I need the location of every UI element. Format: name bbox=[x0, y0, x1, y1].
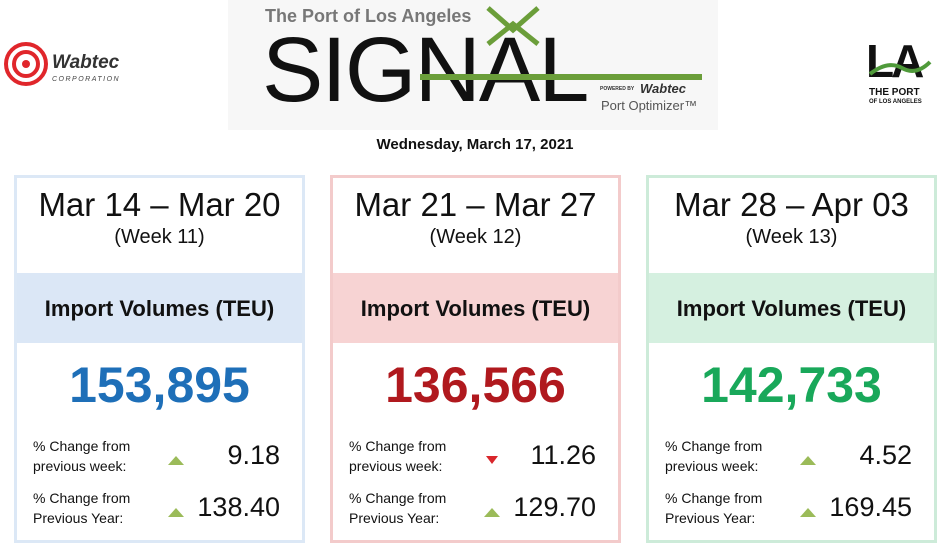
change-label-line2: previous week: bbox=[33, 458, 127, 474]
metric-value: 136,566 bbox=[385, 357, 566, 413]
change-label: % Change from previous week: bbox=[33, 436, 130, 476]
signal-decoration bbox=[420, 6, 702, 80]
change-label-line1: % Change from bbox=[665, 490, 763, 506]
change-label-line2: previous week: bbox=[665, 458, 759, 474]
arrow-shape bbox=[168, 508, 184, 517]
week-number: (Week 13) bbox=[745, 226, 838, 248]
arrow-shape bbox=[168, 456, 184, 465]
metric-band bbox=[649, 273, 934, 343]
wabtec-icon bbox=[4, 42, 48, 86]
metric-value: 153,895 bbox=[69, 357, 250, 413]
la-wave bbox=[868, 60, 932, 76]
powered-by: POWERED BY bbox=[600, 86, 635, 92]
change-arrow bbox=[800, 456, 816, 465]
change-label-line1: % Change from bbox=[665, 438, 763, 454]
change-value: 169.45 bbox=[829, 492, 912, 522]
week-number: (Week 12) bbox=[429, 226, 522, 248]
week-number: (Week 11) bbox=[114, 226, 205, 248]
product: Port Optimizer™ bbox=[601, 98, 698, 113]
change-arrow bbox=[168, 508, 184, 517]
arrow-shape bbox=[800, 456, 816, 465]
brand: Wabtec bbox=[640, 81, 686, 96]
change-label: % Change from previous week: bbox=[349, 436, 446, 476]
la-mark: LA bbox=[866, 35, 924, 87]
change-arrow bbox=[168, 456, 184, 465]
arrow-shape bbox=[484, 508, 500, 517]
signal-logo-bg bbox=[228, 0, 718, 130]
change-arrow bbox=[486, 456, 498, 464]
change-label-line2: Previous Year: bbox=[33, 510, 124, 526]
week-card: Mar 21 – Mar 27 (Week 12) Import Volumes (… bbox=[330, 175, 621, 543]
change-label-line1: % Change from bbox=[349, 438, 447, 454]
la-line2: OF LOS ANGELES bbox=[869, 99, 922, 105]
week-range: Mar 21 – Mar 27 bbox=[354, 186, 597, 223]
week-range: Mar 28 – Apr 03 bbox=[674, 186, 909, 223]
change-label-line1: % Change from bbox=[33, 490, 131, 506]
change-label-line2: Previous Year: bbox=[665, 510, 756, 526]
wabtec-name: Wabtec bbox=[52, 52, 120, 73]
metric-label: Import Volumes (TEU) bbox=[44, 296, 275, 321]
change-label-line1: % Change from bbox=[33, 438, 131, 454]
change-arrow bbox=[800, 508, 816, 517]
change-value: 9.18 bbox=[227, 440, 280, 470]
metric-label: Import Volumes (TEU) bbox=[676, 296, 907, 321]
signal-title: SIGNAL bbox=[262, 19, 589, 121]
change-label-line2: previous week: bbox=[349, 458, 443, 474]
change-label: % Change from previous week: bbox=[665, 436, 762, 476]
change-value: 138.40 bbox=[197, 492, 280, 522]
week-card: Mar 14 – Mar 20 (Week 11) Import Volumes (… bbox=[14, 175, 305, 543]
change-value: 4.52 bbox=[859, 440, 912, 470]
date: Wednesday, March 17, 2021 bbox=[376, 136, 574, 153]
change-label: % Change from Previous Year: bbox=[349, 488, 446, 528]
change-value: 11.26 bbox=[530, 440, 596, 470]
metric-band bbox=[333, 273, 618, 343]
org-name: The Port of Los Angeles bbox=[265, 6, 472, 26]
change-label-line1: % Change from bbox=[349, 490, 447, 506]
metric-label: Import Volumes (TEU) bbox=[360, 296, 591, 321]
wabtec-sub: CORPORATION bbox=[52, 76, 121, 83]
metric-band bbox=[17, 273, 302, 343]
arrow-shape bbox=[486, 456, 498, 464]
change-value: 129.70 bbox=[513, 492, 596, 522]
week-card: Mar 28 – Apr 03 (Week 13) Import Volumes (… bbox=[646, 175, 937, 543]
change-arrow bbox=[484, 508, 500, 517]
arrow-shape bbox=[800, 508, 816, 517]
week-range: Mar 14 – Mar 20 bbox=[38, 186, 281, 223]
metric-value: 142,733 bbox=[701, 357, 882, 413]
change-label: % Change from Previous Year: bbox=[33, 488, 130, 528]
change-label: % Change from Previous Year: bbox=[665, 488, 762, 528]
la-line1: THE PORT bbox=[869, 87, 920, 98]
change-label-line2: Previous Year: bbox=[349, 510, 440, 526]
